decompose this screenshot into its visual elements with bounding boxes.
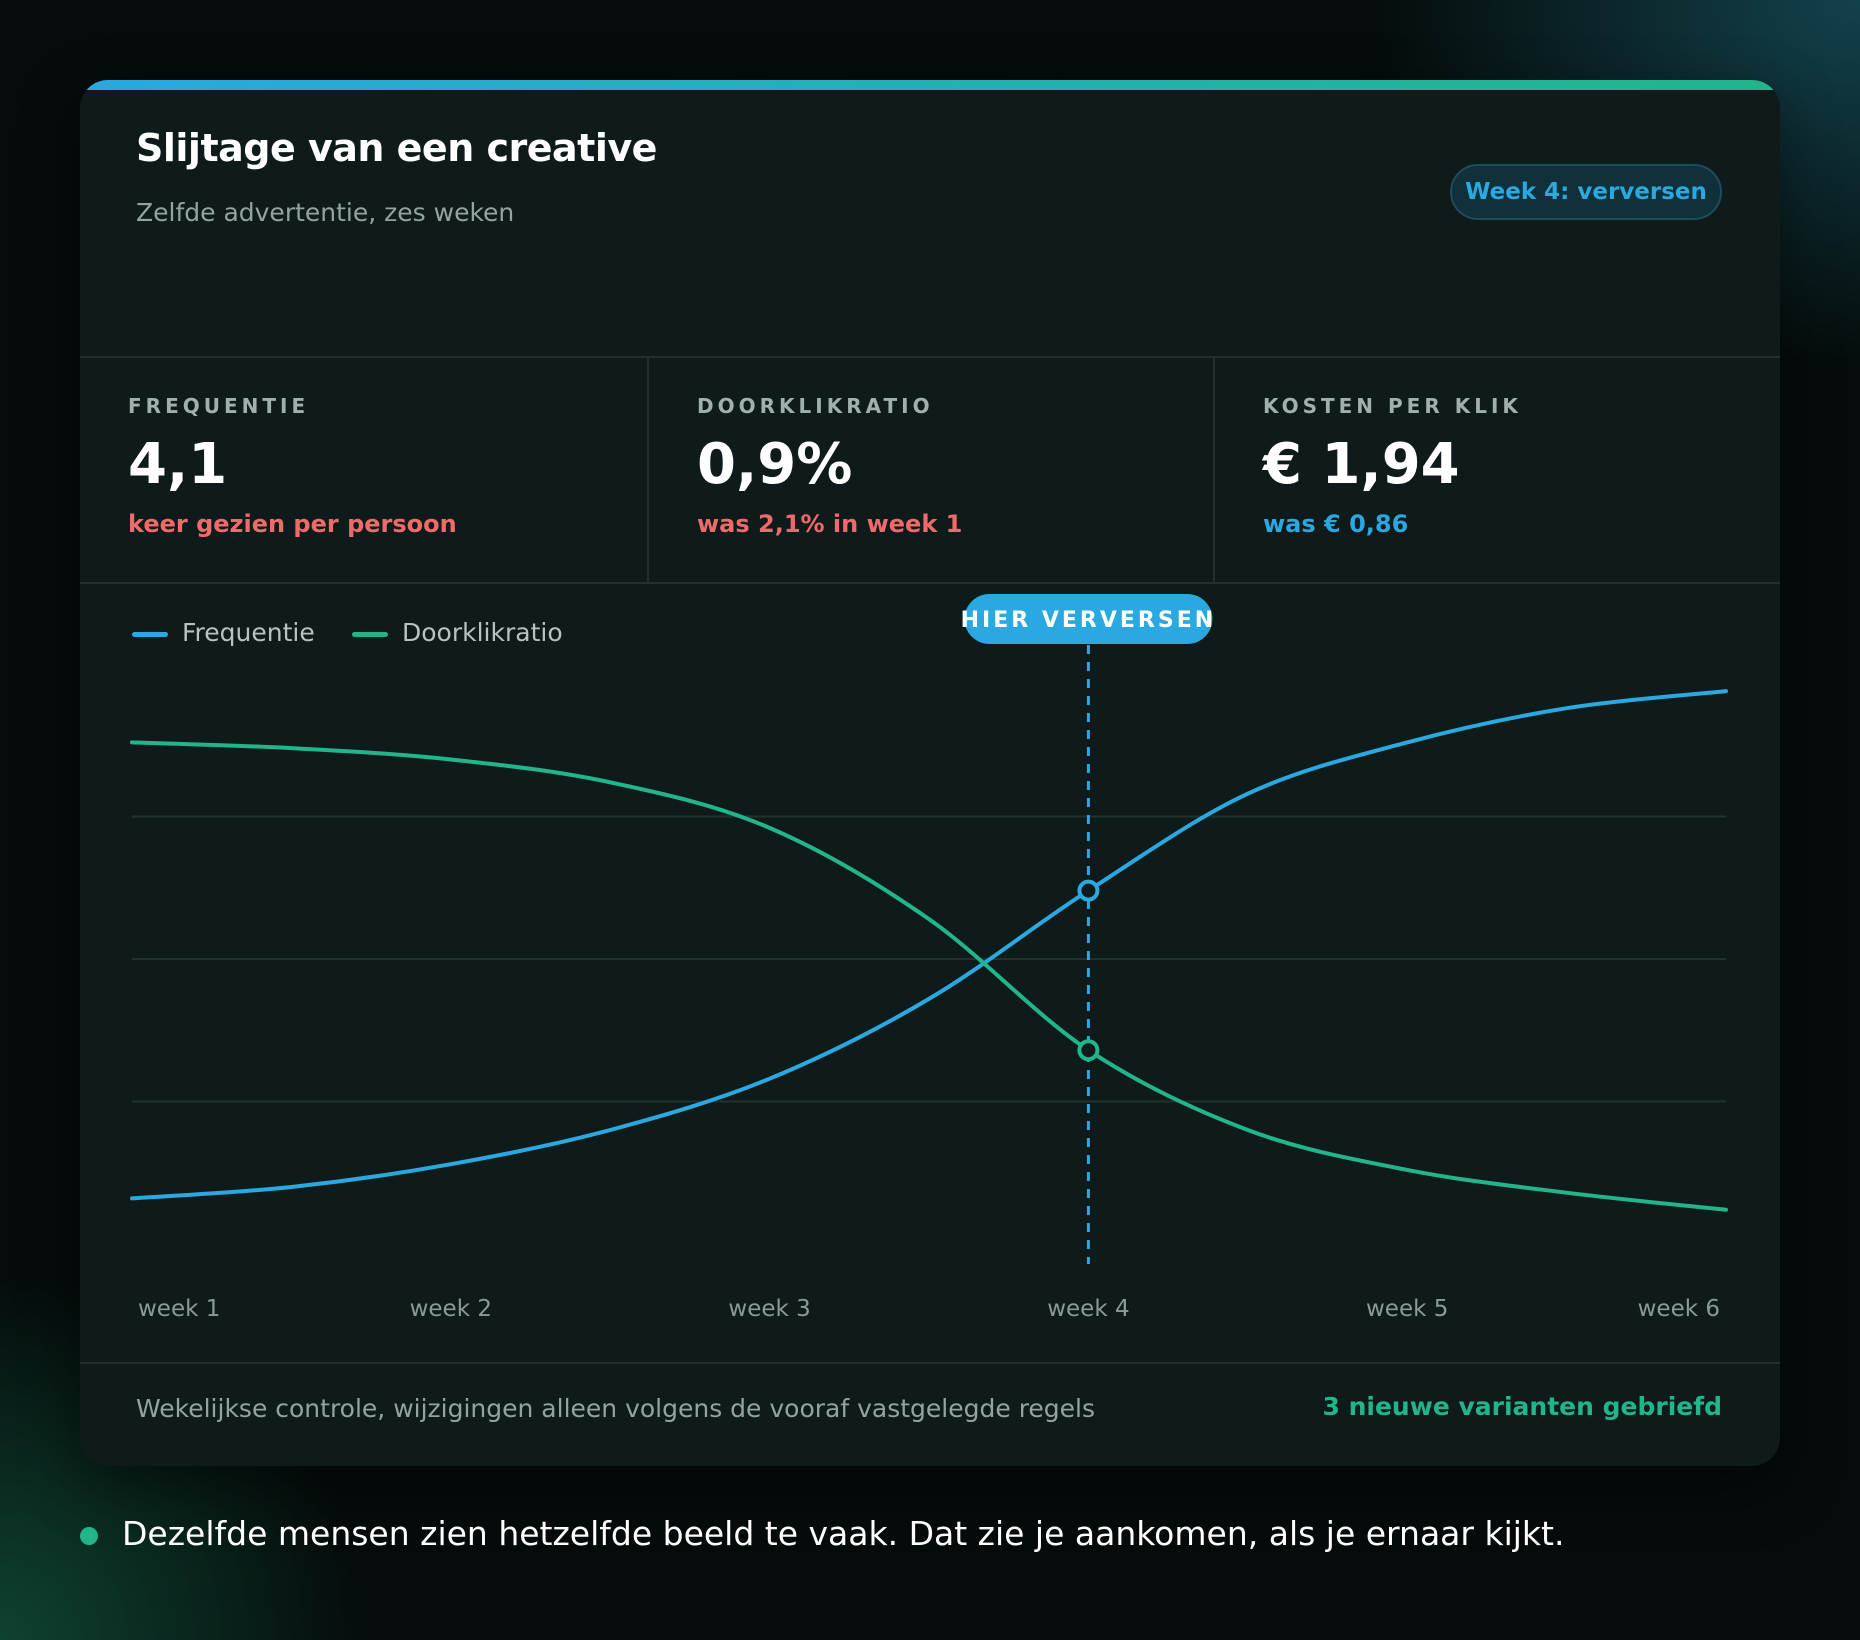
stat-note: was 2,1% in week 1: [697, 510, 963, 538]
new-variants-link[interactable]: 3 nieuwe varianten gebriefd: [1322, 1392, 1723, 1421]
refresh-marker-pill: [964, 594, 1213, 644]
divider: [80, 582, 1780, 584]
stat-frequency: FREQUENTIE 4,1 keer gezien per persoon: [80, 358, 646, 582]
x-tick-label: week 5: [1366, 1296, 1448, 1322]
x-tick-label: week 4: [1047, 1296, 1129, 1322]
refresh-marker-label: HIER VERVERSEN: [961, 608, 1217, 633]
stat-note: was € 0,86: [1263, 510, 1409, 538]
card-subtitle: Zelfde advertentie, zes weken: [136, 198, 515, 227]
creative-fatigue-card: Slijtage van een creative Zelfde adverte…: [80, 80, 1780, 1466]
x-tick-label: week 3: [728, 1296, 810, 1322]
ctr-series-line: [130, 740, 1728, 1212]
legend-label: Doorklikratio: [402, 618, 563, 647]
stat-label: KOSTEN PER KLIK: [1263, 394, 1522, 418]
legend-swatch: [132, 632, 168, 637]
ctr-marker-point: [1077, 1039, 1100, 1062]
frequency-series-line: [130, 689, 1728, 1201]
x-tick-label: week 6: [1638, 1296, 1720, 1322]
divider: [80, 1362, 1780, 1364]
accent-bar: [80, 80, 1780, 90]
divider: [80, 356, 1780, 358]
stat-label: FREQUENTIE: [128, 394, 310, 418]
stat-value: € 1,94: [1263, 432, 1460, 497]
x-tick-label: week 2: [410, 1296, 492, 1322]
divider: [647, 358, 649, 582]
stat-cpc: KOSTEN PER KLIK € 1,94 was € 0,86: [1215, 358, 1780, 582]
divider: [1213, 358, 1215, 582]
chart-area: Frequentie Doorklikratio HIER VERVERSEN w…: [80, 584, 1780, 1444]
legend-label: Frequentie: [182, 618, 315, 647]
refresh-week-badge[interactable]: Week 4: verversen: [1450, 164, 1722, 220]
stat-ctr: DOORKLIKRATIO 0,9% was 2,1% in week 1: [649, 358, 1215, 582]
footer-note: Wekelijkse controle, wijzigingen alleen …: [136, 1394, 1096, 1423]
stat-label: DOORKLIKRATIO: [697, 394, 934, 418]
card-title: Slijtage van een creative: [136, 126, 657, 170]
bullet-dot: [80, 1527, 98, 1545]
legend-swatch: [352, 632, 388, 637]
stat-value: 4,1: [128, 432, 228, 497]
caption: Dezelfde mensen zien hetzelfde beeld te …: [122, 1514, 1565, 1553]
stat-value: 0,9%: [697, 432, 853, 497]
card-header: Slijtage van een creative Zelfde adverte…: [80, 90, 1780, 356]
stats-row: FREQUENTIE 4,1 keer gezien per persoon D…: [80, 358, 1780, 582]
stat-note: keer gezien per persoon: [128, 510, 457, 538]
frequency-marker-point: [1077, 879, 1100, 902]
line-chart: HIER VERVERSEN week 1 week 2 week 3 week 4 we…: [130, 594, 1728, 1322]
x-tick-label: week 1: [138, 1296, 220, 1322]
